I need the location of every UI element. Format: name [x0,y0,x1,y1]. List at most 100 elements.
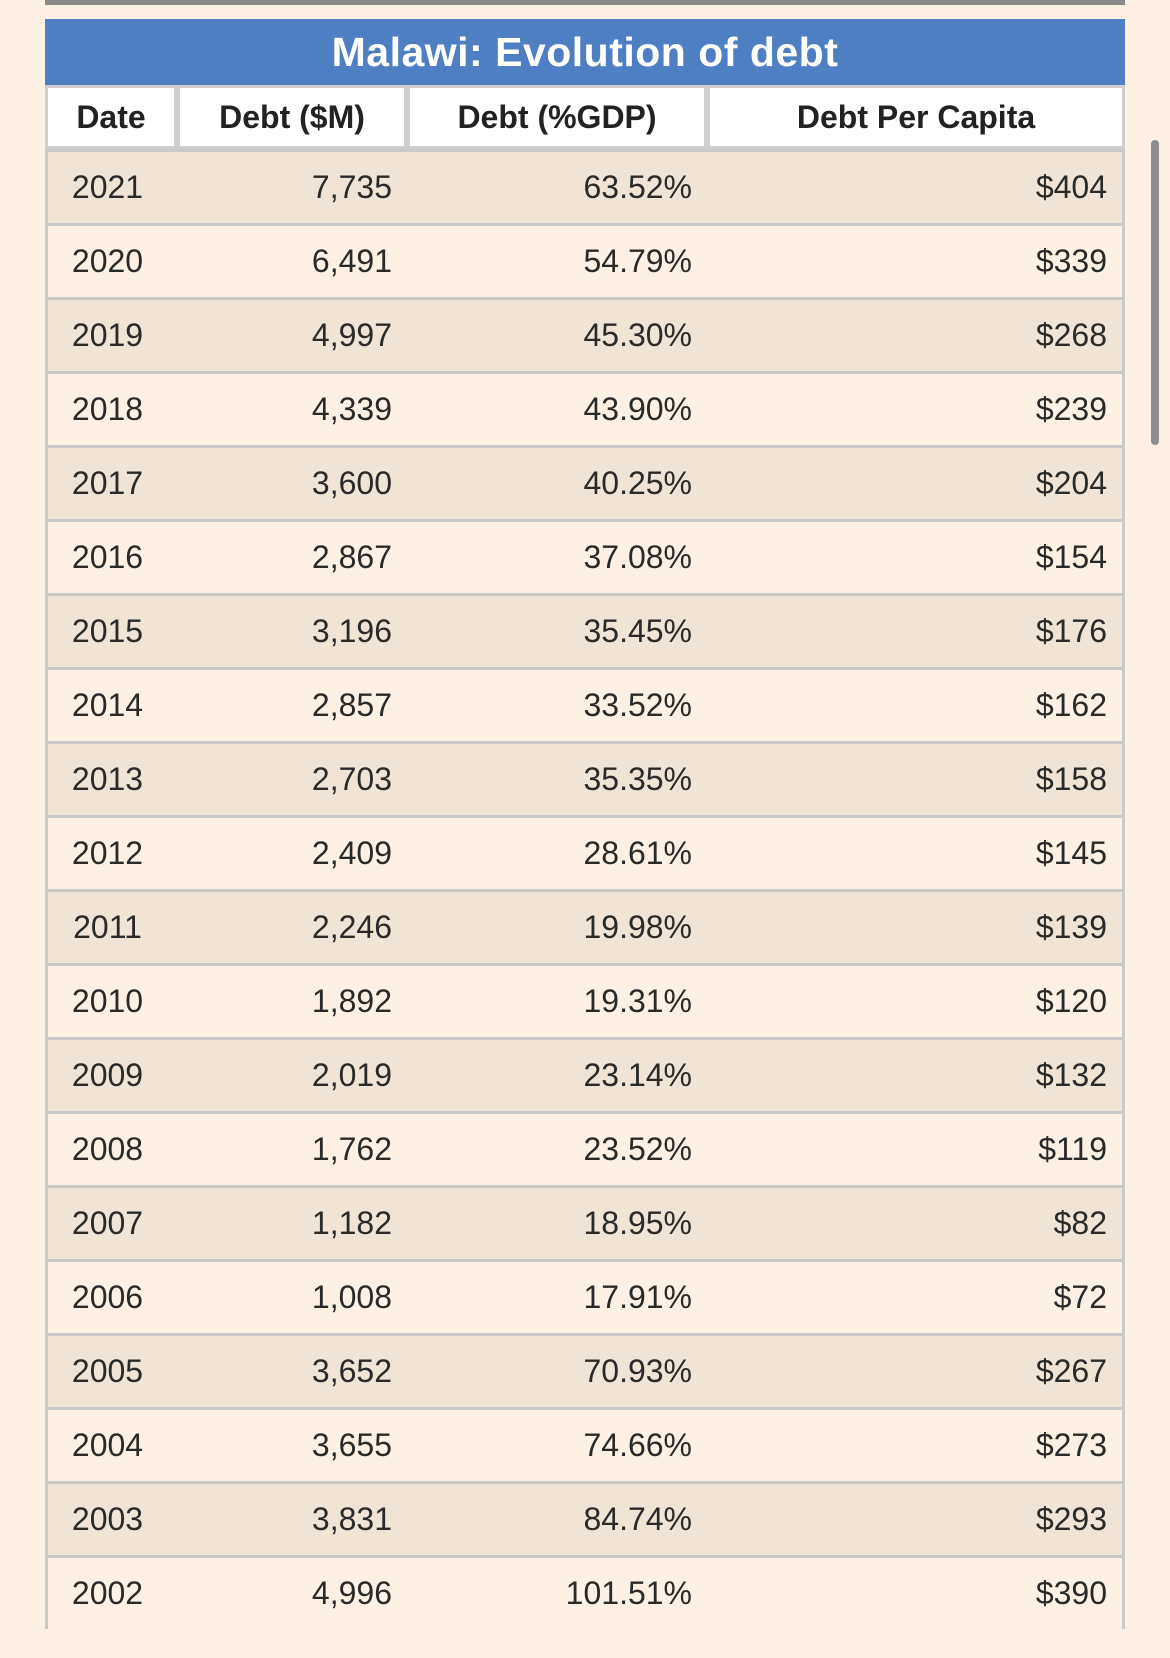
cell-date: 2012 [45,815,177,889]
cell-debt-pct-gdp: 18.95% [407,1185,707,1259]
header-date[interactable]: Date [45,85,177,149]
cell-debt-per-capita: $119 [707,1111,1125,1185]
cell-debt-millions: 1,762 [177,1111,407,1185]
cell-debt-pct-gdp: 43.90% [407,371,707,445]
table-title: Malawi: Evolution of debt [45,19,1125,85]
cell-debt-pct-gdp: 35.45% [407,593,707,667]
top-divider [45,0,1125,5]
cell-debt-millions: 3,831 [177,1481,407,1555]
table-row: 2012 2,409 28.61% $145 [45,815,1125,889]
cell-debt-pct-gdp: 40.25% [407,445,707,519]
cell-debt-per-capita: $158 [707,741,1125,815]
table-row: 2008 1,762 23.52% $119 [45,1111,1125,1185]
table-row: 2018 4,339 43.90% $239 [45,371,1125,445]
cell-date: 2015 [45,593,177,667]
table-header-row: Date Debt ($M) Debt (%GDP) Debt Per Capi… [45,85,1125,149]
table-row: 2006 1,008 17.91% $72 [45,1259,1125,1333]
cell-debt-millions: 4,339 [177,371,407,445]
cell-date: 2021 [45,149,177,223]
cell-date: 2016 [45,519,177,593]
table-row: 2003 3,831 84.74% $293 [45,1481,1125,1555]
table-row: 2005 3,652 70.93% $267 [45,1333,1125,1407]
cell-debt-per-capita: $267 [707,1333,1125,1407]
cell-debt-pct-gdp: 19.31% [407,963,707,1037]
table-row: 2004 3,655 74.66% $273 [45,1407,1125,1481]
debt-table: Date Debt ($M) Debt (%GDP) Debt Per Capi… [45,85,1125,1629]
cell-date: 2020 [45,223,177,297]
cell-date: 2005 [45,1333,177,1407]
vertical-scrollbar[interactable] [1151,140,1159,445]
header-debt-millions[interactable]: Debt ($M) [177,85,407,149]
cell-debt-per-capita: $176 [707,593,1125,667]
cell-debt-millions: 7,735 [177,149,407,223]
cell-debt-pct-gdp: 17.91% [407,1259,707,1333]
cell-debt-millions: 2,019 [177,1037,407,1111]
cell-date: 2003 [45,1481,177,1555]
header-debt-per-capita[interactable]: Debt Per Capita [707,85,1125,149]
cell-debt-millions: 2,857 [177,667,407,741]
cell-debt-millions: 6,491 [177,223,407,297]
cell-debt-pct-gdp: 54.79% [407,223,707,297]
cell-debt-millions: 2,867 [177,519,407,593]
cell-debt-per-capita: $204 [707,445,1125,519]
cell-debt-per-capita: $145 [707,815,1125,889]
cell-date: 2019 [45,297,177,371]
cell-date: 2006 [45,1259,177,1333]
cell-debt-pct-gdp: 35.35% [407,741,707,815]
cell-debt-per-capita: $162 [707,667,1125,741]
cell-date: 2008 [45,1111,177,1185]
cell-date: 2007 [45,1185,177,1259]
cell-debt-per-capita: $72 [707,1259,1125,1333]
table-row: 2013 2,703 35.35% $158 [45,741,1125,815]
cell-debt-per-capita: $268 [707,297,1125,371]
cell-debt-millions: 2,409 [177,815,407,889]
cell-debt-millions: 3,655 [177,1407,407,1481]
cell-debt-pct-gdp: 33.52% [407,667,707,741]
cell-debt-millions: 1,008 [177,1259,407,1333]
cell-debt-millions: 4,997 [177,297,407,371]
cell-debt-per-capita: $339 [707,223,1125,297]
cell-debt-pct-gdp: 70.93% [407,1333,707,1407]
cell-date: 2018 [45,371,177,445]
table-row: 2016 2,867 37.08% $154 [45,519,1125,593]
cell-debt-pct-gdp: 63.52% [407,149,707,223]
table-row: 2019 4,997 45.30% $268 [45,297,1125,371]
cell-debt-millions: 1,892 [177,963,407,1037]
cell-debt-per-capita: $120 [707,963,1125,1037]
cell-debt-millions: 3,652 [177,1333,407,1407]
cell-debt-per-capita: $404 [707,149,1125,223]
table-row: 2002 4,996 101.51% $390 [45,1555,1125,1629]
table-row: 2021 7,735 63.52% $404 [45,149,1125,223]
cell-debt-per-capita: $139 [707,889,1125,963]
table-row: 2009 2,019 23.14% $132 [45,1037,1125,1111]
cell-date: 2013 [45,741,177,815]
cell-debt-pct-gdp: 84.74% [407,1481,707,1555]
header-debt-pct-gdp[interactable]: Debt (%GDP) [407,85,707,149]
table-body: 2021 7,735 63.52% $404 2020 6,491 54.79% $339 20… [45,149,1125,1629]
cell-debt-millions: 3,600 [177,445,407,519]
cell-date: 2017 [45,445,177,519]
table-row: 2007 1,182 18.95% $82 [45,1185,1125,1259]
cell-debt-pct-gdp: 28.61% [407,815,707,889]
table-row: 2010 1,892 19.31% $120 [45,963,1125,1037]
cell-date: 2004 [45,1407,177,1481]
cell-debt-per-capita: $154 [707,519,1125,593]
cell-debt-millions: 2,703 [177,741,407,815]
cell-debt-millions: 3,196 [177,593,407,667]
table-row: 2017 3,600 40.25% $204 [45,445,1125,519]
cell-debt-per-capita: $273 [707,1407,1125,1481]
cell-debt-millions: 2,246 [177,889,407,963]
cell-date: 2011 [45,889,177,963]
cell-debt-per-capita: $293 [707,1481,1125,1555]
cell-date: 2014 [45,667,177,741]
cell-debt-millions: 4,996 [177,1555,407,1629]
debt-table-container: Malawi: Evolution of debt Date Debt ($M)… [45,19,1125,1629]
cell-debt-millions: 1,182 [177,1185,407,1259]
cell-debt-per-capita: $82 [707,1185,1125,1259]
cell-debt-pct-gdp: 23.52% [407,1111,707,1185]
table-row: 2015 3,196 35.45% $176 [45,593,1125,667]
cell-debt-pct-gdp: 74.66% [407,1407,707,1481]
cell-debt-pct-gdp: 19.98% [407,889,707,963]
cell-debt-pct-gdp: 37.08% [407,519,707,593]
cell-date: 2002 [45,1555,177,1629]
